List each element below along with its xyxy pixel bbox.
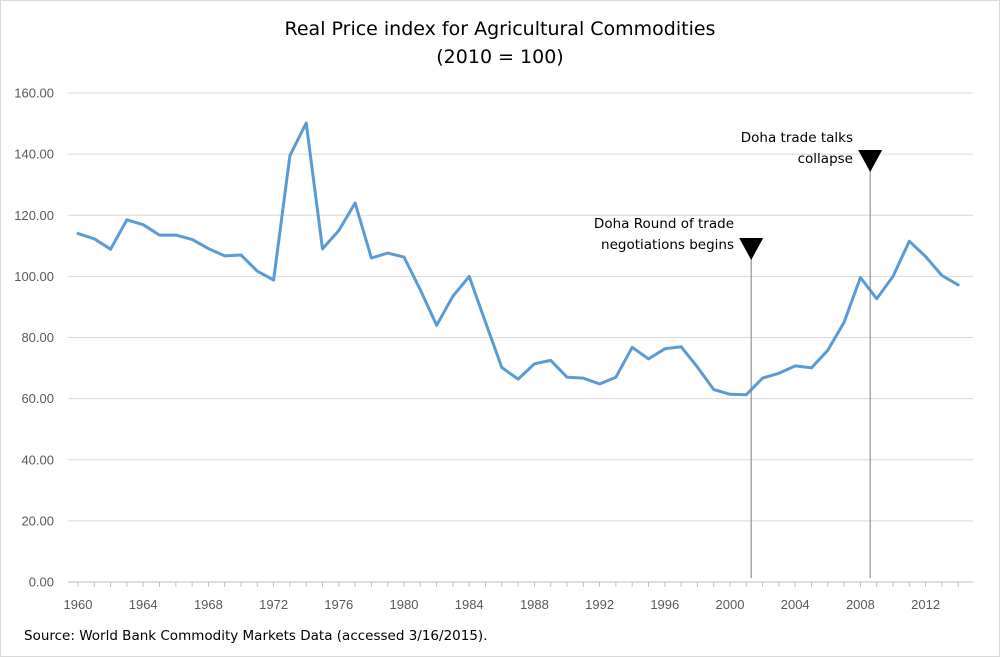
x-tick-label: 1988 bbox=[520, 597, 549, 612]
chart-subtitle: (2010 = 100) bbox=[436, 46, 564, 68]
annotation-triangle bbox=[739, 238, 764, 260]
x-tick-label: 1980 bbox=[390, 597, 419, 612]
data-point bbox=[370, 256, 373, 260]
data-point bbox=[256, 269, 259, 273]
data-point bbox=[908, 240, 911, 243]
series-layer bbox=[76, 121, 960, 397]
data-point bbox=[647, 357, 650, 361]
source-note: Source: World Bank Commodity Markets Dat… bbox=[24, 628, 488, 644]
data-point bbox=[842, 321, 846, 324]
data-point bbox=[810, 366, 813, 369]
data-point bbox=[468, 275, 471, 278]
data-point bbox=[419, 288, 422, 292]
data-point bbox=[565, 376, 569, 379]
x-tick-label: 1976 bbox=[324, 597, 353, 612]
data-point bbox=[158, 233, 161, 237]
data-point bbox=[631, 346, 634, 349]
data-point bbox=[272, 278, 275, 282]
annotation-triangle bbox=[858, 150, 883, 172]
x-tick-label: 1964 bbox=[129, 597, 158, 612]
data-point bbox=[223, 254, 226, 258]
data-point bbox=[484, 321, 487, 324]
annotation-label: Doha trade talks bbox=[741, 130, 853, 146]
data-point bbox=[93, 237, 96, 240]
y-tick-label: 120.00 bbox=[14, 208, 54, 223]
data-point bbox=[402, 255, 406, 259]
data-point bbox=[451, 295, 455, 298]
data-point bbox=[174, 233, 177, 237]
x-tick-label: 2008 bbox=[846, 597, 875, 612]
data-point bbox=[696, 365, 699, 369]
x-tick-label: 1984 bbox=[455, 597, 484, 612]
data-point bbox=[728, 393, 732, 396]
data-point bbox=[207, 247, 210, 250]
data-point bbox=[924, 255, 927, 258]
data-point bbox=[288, 154, 292, 157]
annotation-label: negotiations begins bbox=[601, 237, 734, 253]
data-point bbox=[957, 283, 960, 287]
y-tick-label: 60.00 bbox=[21, 391, 54, 406]
data-point bbox=[500, 366, 503, 369]
data-point bbox=[549, 359, 552, 362]
x-tick-label: 1960 bbox=[64, 597, 93, 612]
y-tick-label: 80.00 bbox=[21, 330, 54, 345]
data-point bbox=[614, 376, 618, 379]
data-point bbox=[826, 349, 829, 352]
data-point bbox=[712, 388, 715, 391]
x-tick-label: 2012 bbox=[911, 597, 940, 612]
data-point bbox=[190, 238, 194, 241]
x-tick-label: 1972 bbox=[259, 597, 288, 612]
annotation-label: Doha Round of trade bbox=[594, 216, 734, 232]
x-tick-label: 2004 bbox=[781, 597, 810, 612]
data-point bbox=[875, 297, 878, 300]
y-axis-ticks: 0.00 20.00 40.00 60.00 80.00 100.00 120.00 140.… bbox=[14, 86, 54, 590]
data-point bbox=[353, 201, 357, 205]
data-point bbox=[239, 253, 243, 257]
data-point bbox=[435, 324, 438, 327]
data-point bbox=[745, 393, 748, 396]
data-point bbox=[321, 247, 324, 251]
annotations-layer: Doha Round of trade negotiations begins Do… bbox=[594, 130, 883, 578]
data-point bbox=[679, 345, 683, 348]
x-tick-label: 1992 bbox=[585, 597, 614, 612]
y-tick-label: 0.00 bbox=[29, 575, 54, 590]
x-tick-label: 1996 bbox=[650, 597, 679, 612]
data-point bbox=[125, 218, 129, 222]
x-axis-ticks: 1960 1964 1968 1972 1976 1980 1984 1988 1992 1996… bbox=[64, 582, 959, 612]
data-point bbox=[794, 364, 797, 368]
data-point bbox=[859, 276, 862, 279]
x-tick-label: 1968 bbox=[194, 597, 223, 612]
data-point bbox=[663, 347, 666, 351]
data-point bbox=[109, 247, 112, 251]
data-point bbox=[305, 121, 308, 125]
x-tick-label: 2000 bbox=[716, 597, 745, 612]
data-point bbox=[582, 376, 585, 380]
y-tick-label: 160.00 bbox=[14, 86, 54, 101]
y-tick-label: 20.00 bbox=[21, 513, 54, 528]
data-point bbox=[940, 274, 944, 277]
data-point bbox=[142, 223, 145, 226]
data-point bbox=[337, 229, 340, 232]
data-point bbox=[777, 372, 781, 375]
y-tick-label: 40.00 bbox=[21, 452, 54, 467]
y-tick-label: 140.00 bbox=[14, 147, 54, 162]
data-point bbox=[533, 362, 536, 365]
chart-title: Real Price index for Agricultural Commod… bbox=[284, 18, 716, 40]
gridlines bbox=[68, 92, 973, 583]
data-point bbox=[76, 232, 80, 235]
data-point bbox=[386, 251, 389, 255]
y-tick-label: 100.00 bbox=[14, 269, 54, 284]
data-point bbox=[516, 377, 520, 381]
data-point bbox=[891, 275, 895, 278]
annotation-label: collapse bbox=[798, 151, 853, 167]
data-point bbox=[761, 376, 764, 380]
data-point bbox=[598, 382, 601, 386]
